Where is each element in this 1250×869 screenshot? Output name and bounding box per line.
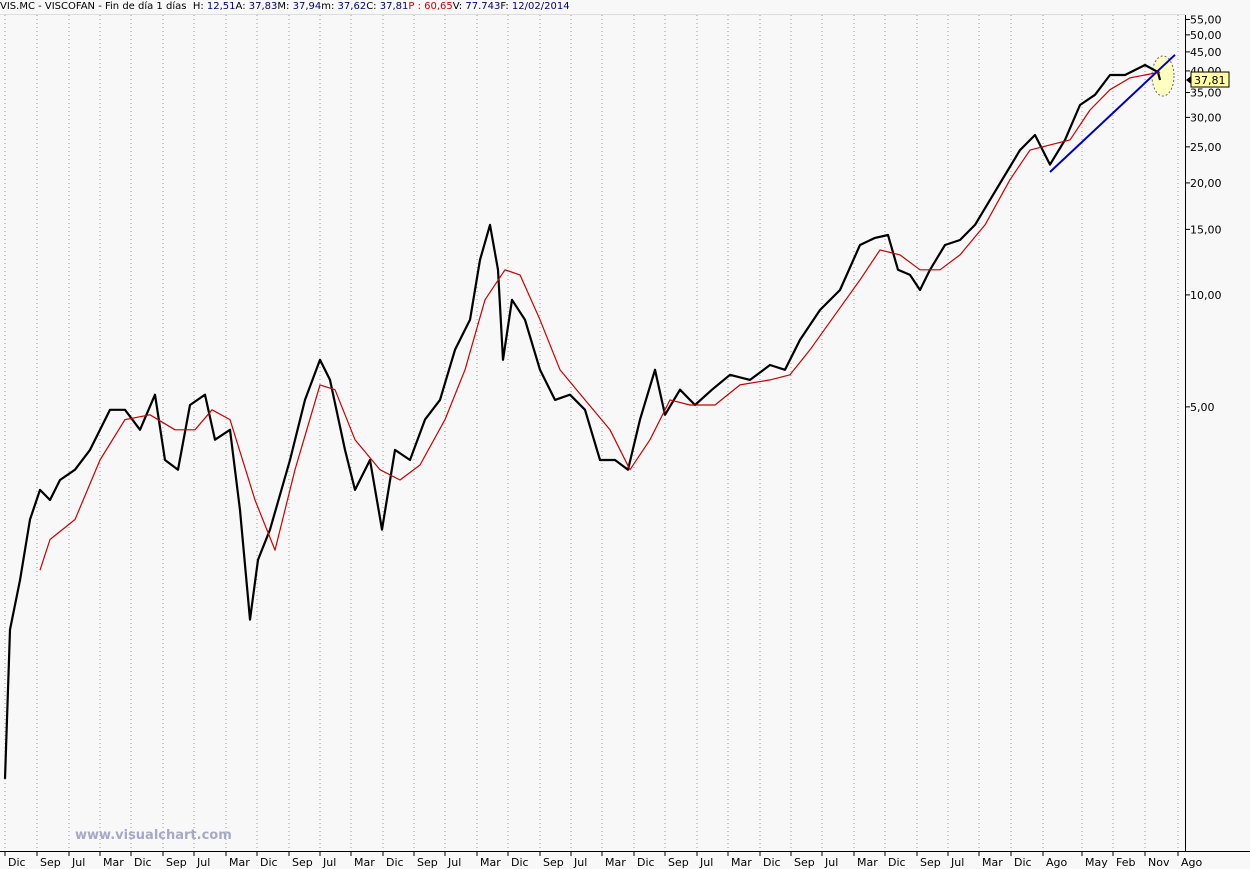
x-tick-label: Dic (637, 856, 655, 869)
x-tick-label: Mar (857, 856, 878, 869)
header-value: 60,65 (424, 1, 453, 12)
header-value: 37,81 (379, 1, 409, 12)
x-tick-label: Jul (699, 856, 713, 869)
x-tick-label: Dic (763, 856, 781, 869)
y-tick-label: 15,00 (1190, 223, 1222, 236)
x-tick-label: Sep (794, 856, 815, 869)
x-tick-label: Mar (103, 856, 124, 869)
x-tick-label: Mar (229, 856, 250, 869)
last-price-label: 37,81 (1194, 74, 1226, 87)
y-tick-label: 25,00 (1190, 141, 1222, 154)
x-tick-label: Ago (1181, 856, 1203, 869)
y-tick-label: 30,00 (1190, 111, 1222, 124)
y-tick-label: 45,00 (1190, 46, 1222, 59)
header-label: H: (192, 1, 204, 12)
highlight-ellipse (1151, 55, 1175, 97)
x-tick-label: Sep (668, 856, 689, 869)
x-tick-label: Sep (292, 856, 313, 869)
x-tick-label: Jul (322, 856, 336, 869)
chart-title: VIS.MC - VISCOFAN - Fin de día 1 días (0, 1, 187, 12)
x-tick-label: Sep (417, 856, 438, 869)
x-tick-label: Mar (605, 856, 626, 869)
x-tick-label: Dic (134, 856, 152, 869)
header-value: 37,94 (292, 1, 322, 12)
x-tick-label: Dic (8, 856, 26, 869)
x-tick-label: Nov (1148, 856, 1170, 869)
x-tick-label: Dic (888, 856, 906, 869)
x-tick-label: Dic (1014, 856, 1032, 869)
trend-line (1049, 54, 1176, 173)
x-tick-label: Jul (196, 856, 210, 869)
header-value: 37,83 (248, 1, 278, 12)
y-tick-label: 10,00 (1190, 289, 1222, 302)
x-tick-label: Sep (40, 856, 61, 869)
last-price-pointer (1186, 76, 1191, 85)
header-value: 12/02/2014 (511, 1, 570, 12)
x-tick-label: Feb (1116, 856, 1135, 869)
y-tick-label: 20,00 (1190, 177, 1222, 190)
x-tick-label: Jul (573, 856, 587, 869)
y-tick-label: 50,00 (1190, 29, 1222, 42)
header-label: M: (277, 1, 290, 12)
x-tick-label: Mar (982, 856, 1003, 869)
header-value: 77.743 (465, 1, 501, 12)
x-tick-label: Ago (1046, 856, 1068, 869)
x-tick-label: Sep (920, 856, 941, 869)
x-tick-label: Jul (824, 856, 838, 869)
x-tick-label: Dic (386, 856, 404, 869)
x-tick-label: Mar (480, 856, 501, 869)
x-tick-label: Sep (166, 856, 187, 869)
header-label: P : (408, 1, 421, 12)
header-label: C: (366, 1, 377, 12)
watermark: www.visualchart.com (75, 828, 232, 843)
x-tick-label: Jul (447, 856, 461, 869)
y-tick-label: 35,00 (1190, 86, 1222, 99)
header-label: V: (452, 1, 463, 12)
price-line (3, 63, 1162, 779)
header-label: F: (500, 1, 509, 12)
y-tick-label: 55,00 (1190, 13, 1222, 26)
header-value: 37,62 (337, 1, 367, 12)
x-tick-label: Sep (543, 856, 564, 869)
x-tick-label: Mar (731, 856, 752, 869)
x-tick-label: Dic (511, 856, 529, 869)
x-tick-label: Mar (354, 856, 375, 869)
header-label: A: (235, 1, 246, 12)
x-tick-label: Dic (260, 856, 278, 869)
header-label: m: (321, 1, 335, 12)
header-value: 12,51 (206, 1, 236, 12)
chart-header: VIS.MC - VISCOFAN - Fin de día 1 días H:… (0, 0, 1185, 15)
x-tick-label: May (1085, 856, 1108, 869)
moving-average-line (39, 71, 1161, 571)
x-tick-label: Jul (950, 856, 964, 869)
y-tick-label: 5,00 (1190, 401, 1215, 414)
x-tick-label: Jul (71, 856, 85, 869)
